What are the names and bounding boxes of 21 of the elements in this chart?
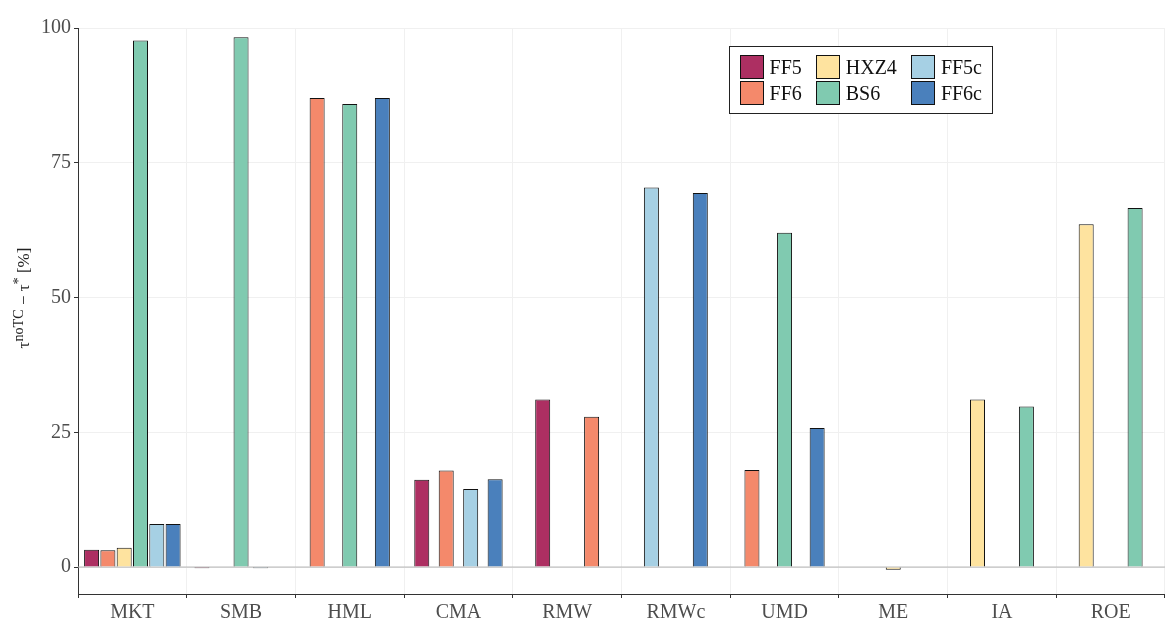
legend-label: BS6 bbox=[845, 81, 881, 105]
legend-label: HXZ4 bbox=[845, 55, 897, 79]
legend-label: FF5c bbox=[940, 55, 982, 79]
x-tick-label: HML bbox=[327, 600, 372, 623]
y-tick-label: 50 bbox=[51, 284, 71, 307]
legend-label: FF5 bbox=[769, 55, 802, 79]
x-tick-label: SMB bbox=[219, 600, 263, 623]
legend-label: FF6c bbox=[940, 81, 982, 105]
x-tick-label: MKT bbox=[110, 600, 155, 623]
x-tick-label: CMA bbox=[435, 600, 482, 623]
x-tick-label: ME bbox=[878, 600, 909, 623]
y-tick-label: 75 bbox=[51, 150, 71, 173]
x-tick-label: UMD bbox=[761, 600, 808, 623]
x-tick-label: RMWc bbox=[646, 600, 706, 623]
y-tick-label: 0 bbox=[61, 554, 71, 577]
x-tick-label: IA bbox=[991, 600, 1014, 623]
y-tick-label: 100 bbox=[41, 15, 71, 38]
y-tick-label: 25 bbox=[51, 419, 71, 442]
legend-label: FF6 bbox=[769, 81, 802, 105]
x-tick-label: ROE bbox=[1090, 600, 1131, 623]
x-tick-label: RMW bbox=[542, 600, 593, 623]
